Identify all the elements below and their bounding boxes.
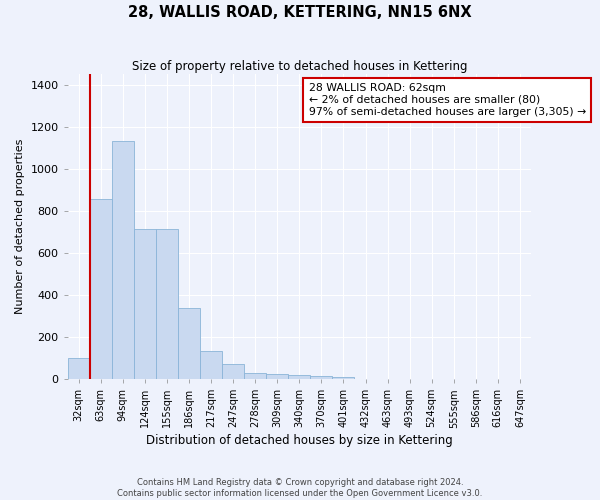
Bar bbox=[112, 142, 134, 379]
Text: 28, WALLIS ROAD, KETTERING, NN15 6NX: 28, WALLIS ROAD, KETTERING, NN15 6NX bbox=[128, 5, 472, 20]
X-axis label: Distribution of detached houses by size in Kettering: Distribution of detached houses by size … bbox=[146, 434, 453, 448]
Bar bbox=[200, 350, 222, 379]
Bar bbox=[266, 374, 288, 379]
Bar bbox=[68, 358, 90, 379]
Bar bbox=[134, 228, 156, 379]
Bar bbox=[288, 375, 310, 379]
Title: Size of property relative to detached houses in Kettering: Size of property relative to detached ho… bbox=[131, 60, 467, 73]
Bar bbox=[178, 308, 200, 379]
Bar bbox=[332, 376, 355, 379]
Text: Contains HM Land Registry data © Crown copyright and database right 2024.
Contai: Contains HM Land Registry data © Crown c… bbox=[118, 478, 482, 498]
Bar bbox=[222, 364, 244, 379]
Text: 28 WALLIS ROAD: 62sqm
← 2% of detached houses are smaller (80)
97% of semi-detac: 28 WALLIS ROAD: 62sqm ← 2% of detached h… bbox=[308, 84, 586, 116]
Bar bbox=[244, 372, 266, 379]
Y-axis label: Number of detached properties: Number of detached properties bbox=[15, 139, 25, 314]
Bar bbox=[310, 376, 332, 379]
Bar bbox=[156, 228, 178, 379]
Bar bbox=[90, 200, 112, 379]
